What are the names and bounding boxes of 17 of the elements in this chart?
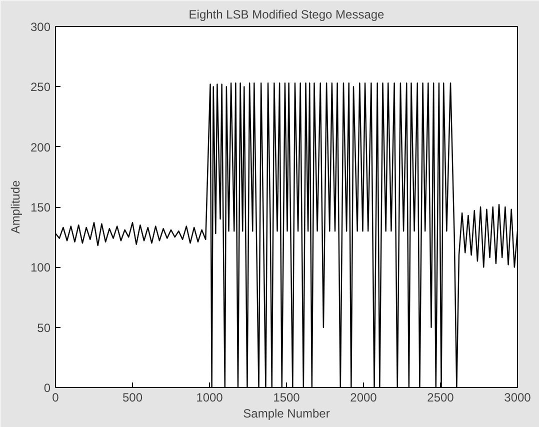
x-tick-label: 1000 xyxy=(196,390,224,404)
y-tick-label: 200 xyxy=(30,140,51,154)
y-tick-label: 250 xyxy=(30,80,51,94)
x-tick-label: 2500 xyxy=(427,390,454,404)
x-tick-label: 0 xyxy=(52,390,60,404)
x-tick-label: 1500 xyxy=(273,390,300,404)
y-tick-label: 0 xyxy=(44,381,51,395)
x-tick-label: 500 xyxy=(122,390,143,404)
y-tick-label: 100 xyxy=(30,260,51,275)
x-tick-label: 2000 xyxy=(350,390,378,404)
y-tick-label: 50 xyxy=(37,320,51,335)
y-tick-label: 150 xyxy=(30,200,51,214)
x-tick-label: 3000 xyxy=(504,390,532,404)
x-axis-title: Sample Number xyxy=(243,406,330,420)
y-tick-label: 300 xyxy=(30,20,51,34)
y-axis-title: Amplitude xyxy=(8,180,22,234)
chart-title: Eighth LSB Modified Stego Message xyxy=(188,8,385,22)
